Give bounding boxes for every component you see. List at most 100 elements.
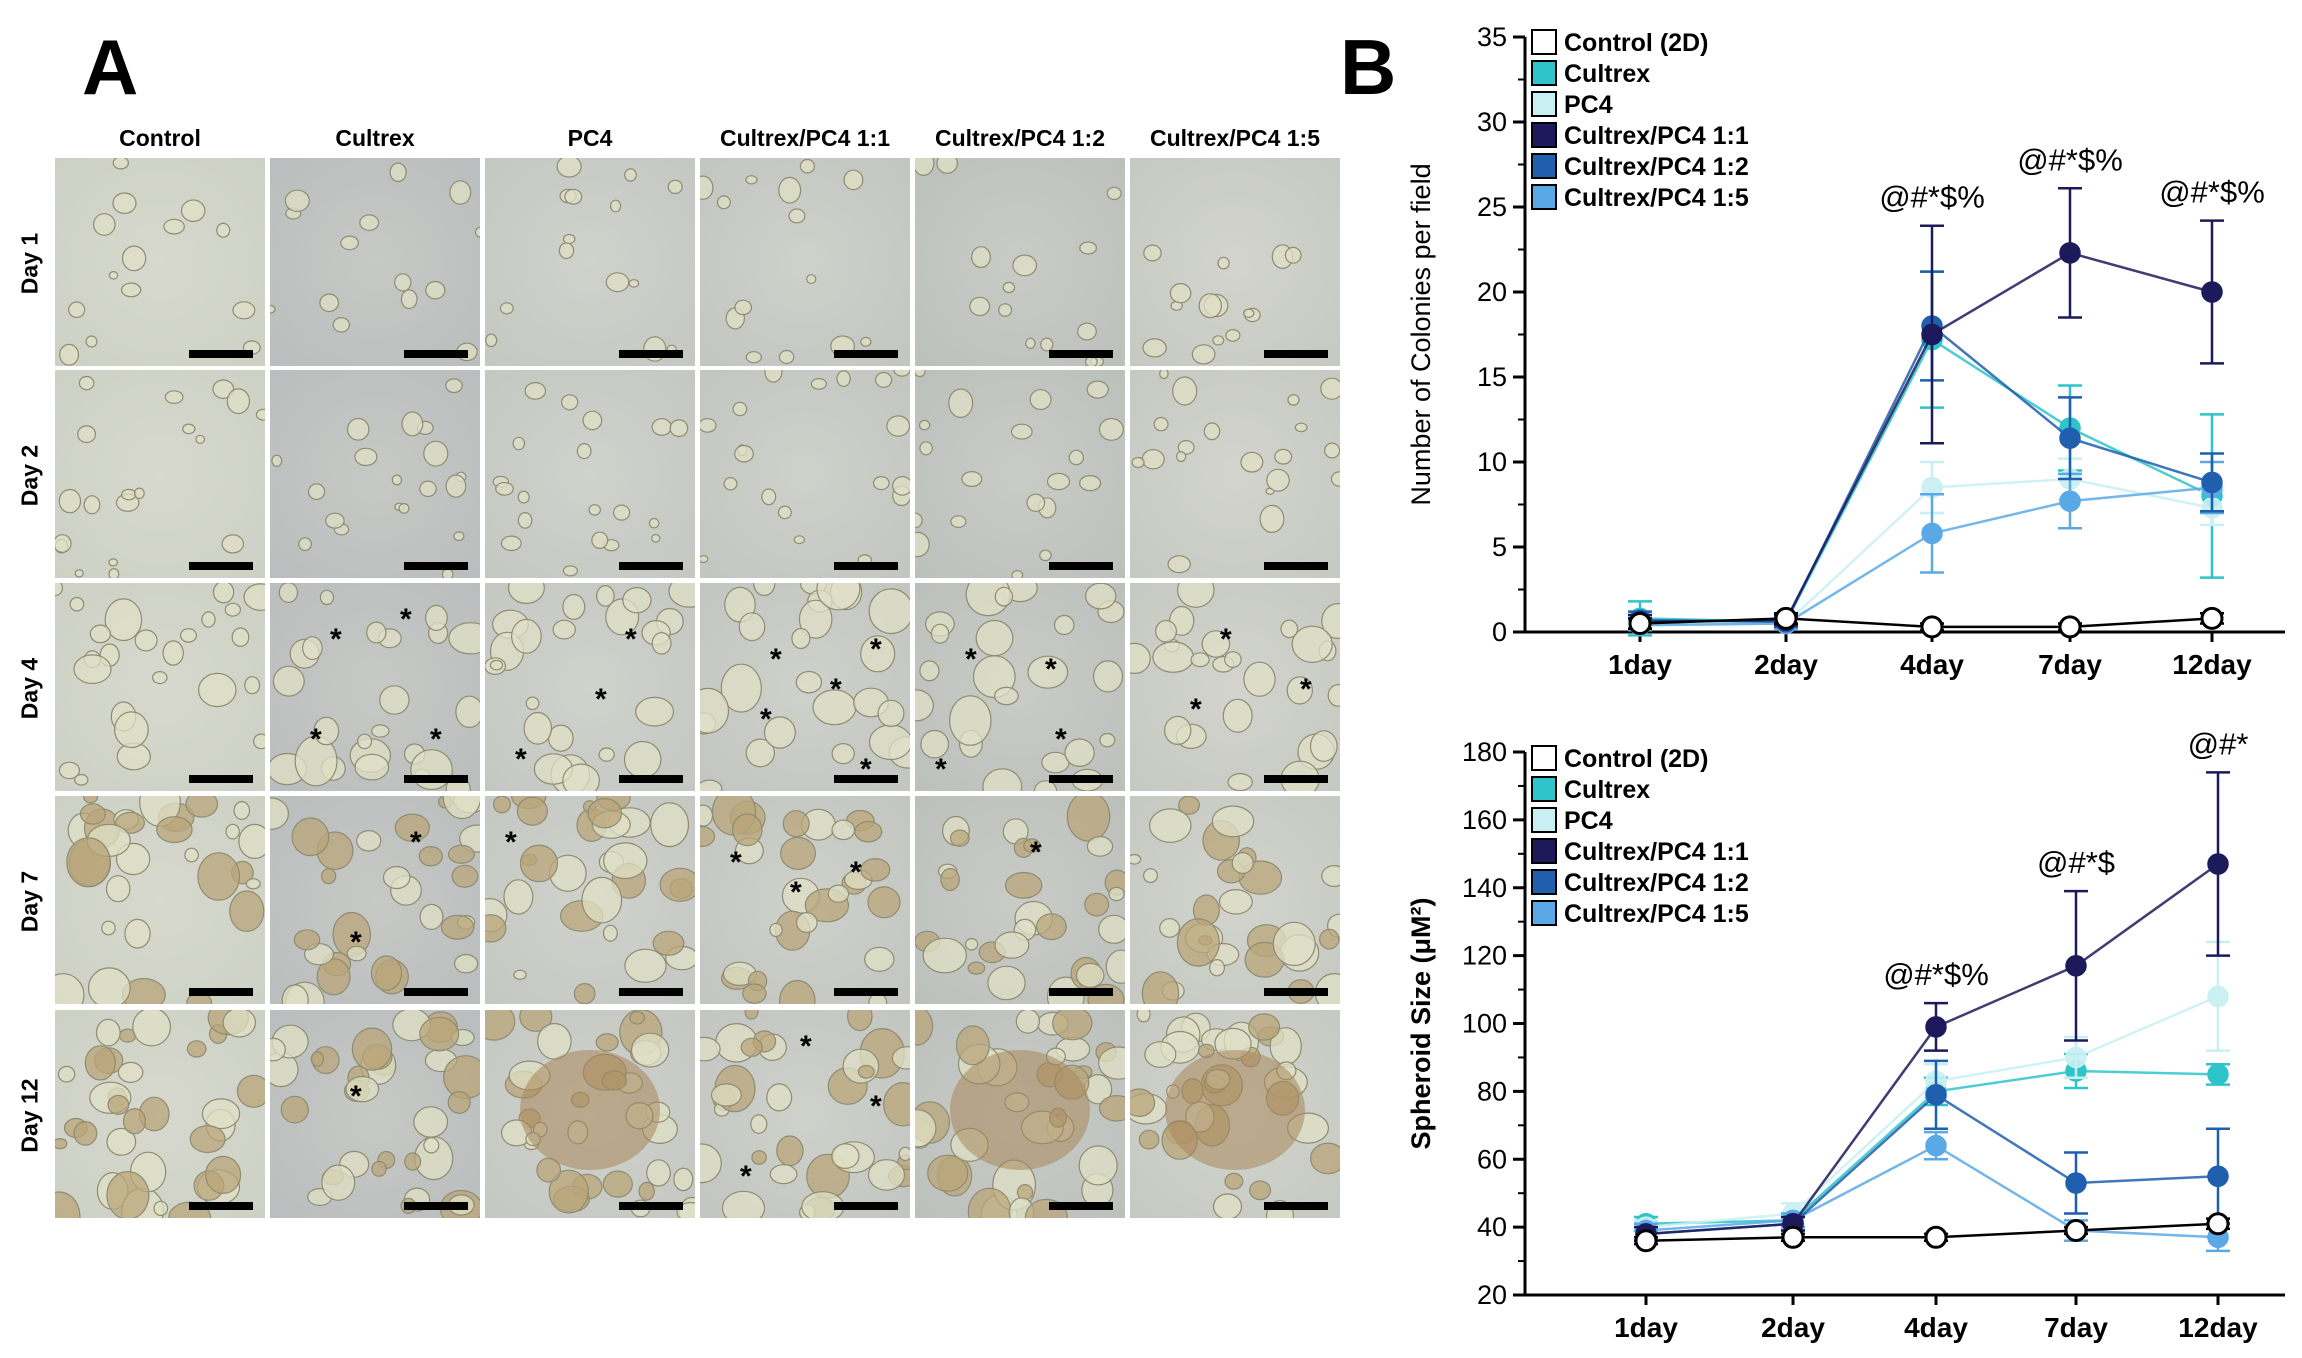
scale-bar	[619, 1202, 683, 1210]
scale-bar	[189, 562, 253, 570]
legend-swatch	[1531, 776, 1557, 802]
scale-bar	[189, 775, 253, 783]
colony-asterisk: *	[1030, 836, 1042, 869]
data-point	[2207, 1165, 2229, 1187]
x-tick-label: 12day	[2178, 1312, 2258, 1343]
colony-asterisk: *	[350, 926, 362, 959]
colony-asterisk: *	[730, 846, 742, 879]
x-tick-label: 2day	[1761, 1312, 1825, 1343]
data-point	[1920, 615, 1944, 639]
scale-bar	[404, 562, 468, 570]
colony-asterisk: *	[850, 856, 862, 889]
scale-bar	[1264, 562, 1328, 570]
y-tick-label: 140	[1462, 873, 1507, 903]
colony-asterisk: *	[515, 743, 527, 776]
colony-asterisk: *	[505, 826, 517, 859]
colony-asterisk: *	[760, 703, 772, 736]
y-tick-label: 100	[1462, 1009, 1507, 1039]
scale-bar	[619, 562, 683, 570]
y-tick-label: 160	[1462, 805, 1507, 835]
colony-asterisk: *	[1220, 623, 1232, 656]
micrograph-tile	[485, 370, 695, 578]
line-charts: 0 5 10 15 20 25 30 35 Number of Colonies per fie…	[1406, 22, 2285, 1343]
data-point	[2065, 1046, 2087, 1069]
legend-label: Cultrex/PC4 1:5	[1564, 184, 1749, 212]
colony-asterisk: *	[790, 876, 802, 909]
micrograph-tile	[915, 370, 1125, 578]
column-header: Cultrex/PC4 1:5	[1149, 125, 1320, 151]
charts-panel: 0 5 10 15 20 25 30 35 Number of Colonies per fie…	[1360, 0, 2302, 1358]
micrograph-tile: *	[270, 1010, 480, 1218]
scale-bar	[619, 988, 683, 996]
legend-swatch	[1531, 29, 1557, 55]
legend-label: Cultrex/PC4 1:1	[1564, 838, 1749, 866]
scale-bar	[1049, 988, 1113, 996]
legend-swatch	[1531, 153, 1557, 179]
scale-bar	[404, 988, 468, 996]
y-tick-label: 40	[1477, 1212, 1507, 1242]
colony-asterisk: *	[800, 1030, 812, 1063]
colony-asterisk: *	[310, 723, 322, 756]
micrograph-tile: * * *	[700, 796, 910, 1004]
data-point	[1925, 1134, 1947, 1157]
legend-swatch	[1531, 745, 1557, 771]
legend-label: Cultrex	[1564, 776, 1650, 804]
data-point	[1925, 1016, 1947, 1038]
legend-swatch	[1531, 838, 1557, 864]
micrograph-tile	[915, 158, 1125, 366]
y-tick-label: 25	[1477, 192, 1507, 222]
y-tick-label: 35	[1477, 22, 1507, 52]
micrograph-tile	[485, 1010, 695, 1218]
micrograph-tile	[55, 370, 265, 578]
scale-bar	[834, 988, 898, 996]
y-tick-label: 0	[1492, 617, 1507, 647]
scale-bar	[619, 350, 683, 358]
colony-asterisk: *	[400, 603, 412, 636]
data-point	[2059, 427, 2081, 449]
data-point	[2065, 1172, 2087, 1194]
colony-asterisk: *	[1190, 693, 1202, 726]
data-point	[1634, 1229, 1658, 1253]
data-point	[2065, 955, 2087, 977]
micrograph-grid: Control Cultrex PC4 Cultrex/PC4 1:1 Cultrex/…	[16, 125, 1340, 1218]
colony-asterisk: *	[1300, 673, 1312, 706]
y-tick-label: 10	[1477, 447, 1507, 477]
data-point	[2201, 471, 2223, 494]
colony-asterisk: *	[430, 723, 442, 756]
column-header: Cultrex/PC4 1:2	[934, 125, 1105, 151]
data-point	[2206, 1212, 2230, 1236]
scale-bar	[834, 562, 898, 570]
legend-label: Cultrex	[1564, 60, 1650, 88]
micrograph-tile: * *	[270, 796, 480, 1004]
data-point	[1921, 522, 1943, 545]
legend-swatch	[1531, 869, 1557, 895]
scale-bar	[1264, 988, 1328, 996]
scale-bar	[189, 350, 253, 358]
micrograph-tile	[1130, 1010, 1340, 1218]
legend-label: Control (2D)	[1564, 29, 1708, 57]
micrograph-tile: * * * *	[270, 583, 480, 791]
row-label: Day 2	[16, 444, 43, 507]
significance-annotation: @#*	[2188, 726, 2249, 761]
data-point	[2207, 853, 2229, 875]
significance-annotation: @#*$	[2037, 845, 2115, 880]
scale-bar	[1049, 562, 1113, 570]
colony-asterisk: *	[595, 683, 607, 716]
data-point	[2059, 242, 2081, 264]
data-point	[2200, 606, 2224, 630]
y-tick-label: 80	[1477, 1076, 1507, 1106]
micrograph-tile: * * *	[485, 583, 695, 791]
series-line	[1639, 324, 2213, 624]
legend-label: Cultrex/PC4 1:2	[1564, 153, 1749, 181]
micrograph-tile	[915, 1010, 1125, 1218]
column-header: PC4	[567, 125, 613, 151]
series-line	[1645, 1093, 2219, 1236]
micrograph-tile	[485, 158, 695, 366]
row-label: Day 4	[16, 657, 43, 720]
y-tick-label: 180	[1462, 737, 1507, 767]
colony-asterisk: *	[935, 753, 947, 786]
scale-bar	[189, 988, 253, 996]
colony-asterisk: *	[860, 753, 872, 786]
legend-swatch	[1531, 122, 1557, 148]
colony-asterisk: *	[740, 1160, 752, 1193]
